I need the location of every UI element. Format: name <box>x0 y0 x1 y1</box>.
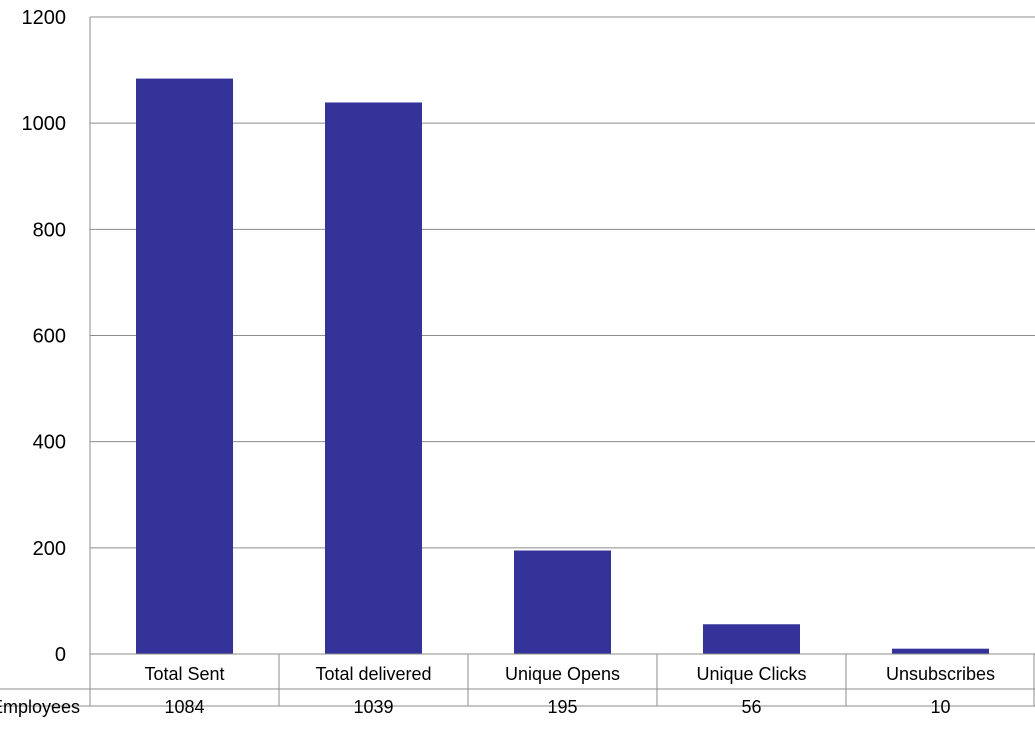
y-tick-label: 600 <box>33 326 66 348</box>
axes <box>89 17 1035 706</box>
category-label: Total Sent <box>144 664 224 684</box>
data-table: Employees 1084 1039 195 56 10 <box>0 654 1035 717</box>
y-tick-label: 1200 <box>22 7 67 29</box>
bar <box>136 78 233 655</box>
data-label: 1039 <box>353 697 393 717</box>
category-label: Unsubscribes <box>886 664 995 684</box>
y-tick-label: 1000 <box>22 113 67 135</box>
data-label: 10 <box>930 697 950 717</box>
category-labels: Total Sent Total delivered Unique Opens Uni… <box>144 664 995 684</box>
data-label: 195 <box>547 697 577 717</box>
y-tick-label: 400 <box>33 432 66 454</box>
y-tick-label: 800 <box>33 219 66 241</box>
bars <box>136 78 989 655</box>
data-label: 1084 <box>164 697 204 717</box>
y-tick-label: 200 <box>33 538 66 560</box>
y-axis-ticks: 0 200 400 600 800 1000 1200 <box>22 7 67 666</box>
bar <box>325 102 422 654</box>
bar <box>703 624 800 654</box>
bar <box>892 648 989 654</box>
gridlines <box>90 16 1035 549</box>
bar <box>514 550 611 654</box>
category-label: Total delivered <box>315 664 431 684</box>
y-tick-label: 0 <box>55 644 66 666</box>
table-row-label: Employees <box>0 697 80 717</box>
category-label: Unique Opens <box>505 664 620 684</box>
data-label: 56 <box>741 697 761 717</box>
category-label: Unique Clicks <box>696 664 806 684</box>
